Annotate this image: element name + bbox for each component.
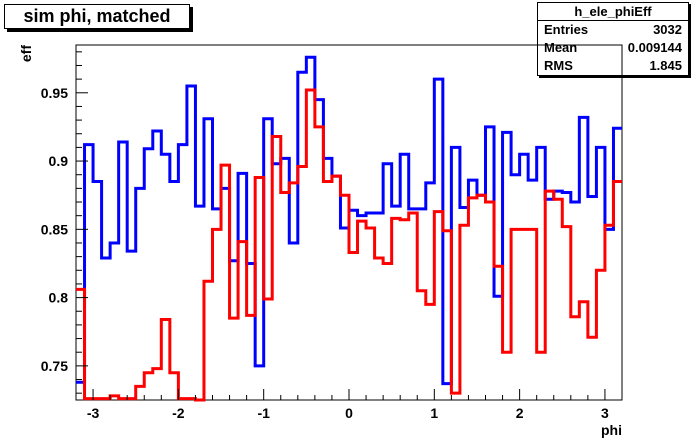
x-axis-label: phi	[601, 422, 622, 438]
series-line-red	[76, 88, 622, 402]
stats-row-mean: Mean 0.009144	[538, 39, 688, 57]
x-tick-label: 1	[430, 405, 438, 421]
x-tick-label: -1	[257, 405, 270, 421]
x-tick-label: 2	[516, 405, 524, 421]
stats-value: 1.845	[649, 58, 682, 73]
x-tick-label: 0	[345, 405, 353, 421]
stats-title: h_ele_phiEff	[538, 3, 688, 21]
stats-box: h_ele_phiEff Entries 3032 Mean 0.009144 …	[537, 2, 689, 76]
stats-label: RMS	[544, 58, 573, 73]
y-axis-label: eff	[18, 45, 34, 62]
stats-row-rms: RMS 1.845	[538, 57, 688, 75]
stats-label: Mean	[544, 40, 578, 55]
chart-title: sim phi, matched	[4, 4, 190, 29]
stats-value: 0.009144	[627, 40, 682, 55]
y-tick-label: 0.95	[41, 85, 68, 101]
y-tick-label: 0.85	[41, 221, 68, 237]
y-tick-label: 0.8	[49, 290, 69, 306]
y-tick-label: 0.75	[41, 358, 68, 374]
stats-label: Entries	[544, 22, 589, 37]
stats-row-entries: Entries 3032	[538, 21, 688, 39]
x-tick-label: -3	[87, 405, 100, 421]
x-tick-label: -2	[172, 405, 185, 421]
y-tick-label: 0.9	[49, 153, 69, 169]
x-tick-label: 3	[601, 405, 609, 421]
series-line-blue	[76, 55, 622, 386]
stats-value: 3032	[653, 22, 682, 37]
